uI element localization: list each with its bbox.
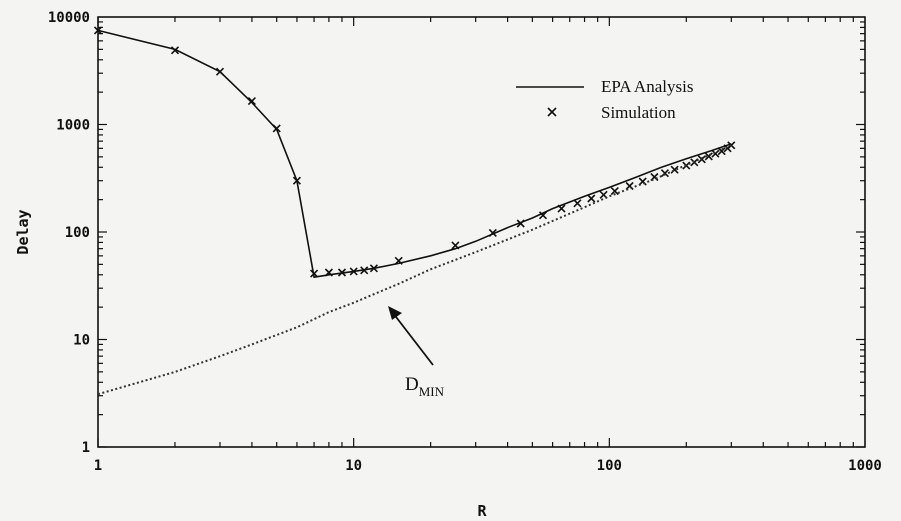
dmin-arrow-shaft [392,312,434,366]
legend-label-sim: Simulation [601,103,676,122]
legend-label-epa: EPA Analysis [601,77,693,96]
dmin-line [97,144,732,396]
simulation-point [215,67,225,76]
simulation-point [324,268,333,277]
x-tick-label: 10 [345,458,362,474]
simulation-point [310,269,319,278]
simulation-point [292,176,301,185]
simulation-point [369,264,378,273]
x-tick-label: 100 [597,458,622,474]
simulation-point [538,211,548,220]
y-tick-label: 100 [65,225,90,241]
simulation-point [660,169,669,178]
simulation-point [610,187,619,196]
x-axis-title: R [477,502,487,520]
simulation-point [704,152,713,161]
x-tick-label: 1000 [848,458,882,474]
y-tick-label: 1000 [56,118,90,134]
simulation-point [93,26,103,35]
legend: EPA Analysis Simulation [516,77,693,122]
y-axis-title: Delay [14,209,32,254]
legend-marker-sim [547,107,557,117]
simulation-point [557,204,566,213]
dmin-label: DMIN [405,374,445,399]
simulation-point [670,165,679,174]
simulation-point [587,194,596,203]
plot-frame [97,16,866,448]
y-tick-label: 10 [73,333,90,349]
dmin-arrow-head [388,306,402,320]
ticks: 1 10 100 1000 1 10 100 1000 10000 [48,10,882,474]
simulation-point [360,266,369,275]
simulation-point [272,124,281,133]
series-layer [93,26,736,396]
simulation-point [488,228,497,237]
simulation-point [170,46,180,55]
y-tick-label: 10000 [48,10,90,26]
simulation-point [337,268,347,277]
epa-analysis-line [97,29,732,279]
simulation-point [247,97,256,106]
simulation-point [717,147,726,156]
simulation-point [573,199,582,208]
simulation-point [349,267,358,276]
dmin-annotation: DMIN [388,306,445,399]
simulation-point [516,219,525,228]
x-tick-label: 1 [94,458,102,474]
simulation-point [394,256,403,265]
y-tick-label: 1 [82,440,90,456]
simulation-point [451,241,460,250]
axes [97,16,866,448]
